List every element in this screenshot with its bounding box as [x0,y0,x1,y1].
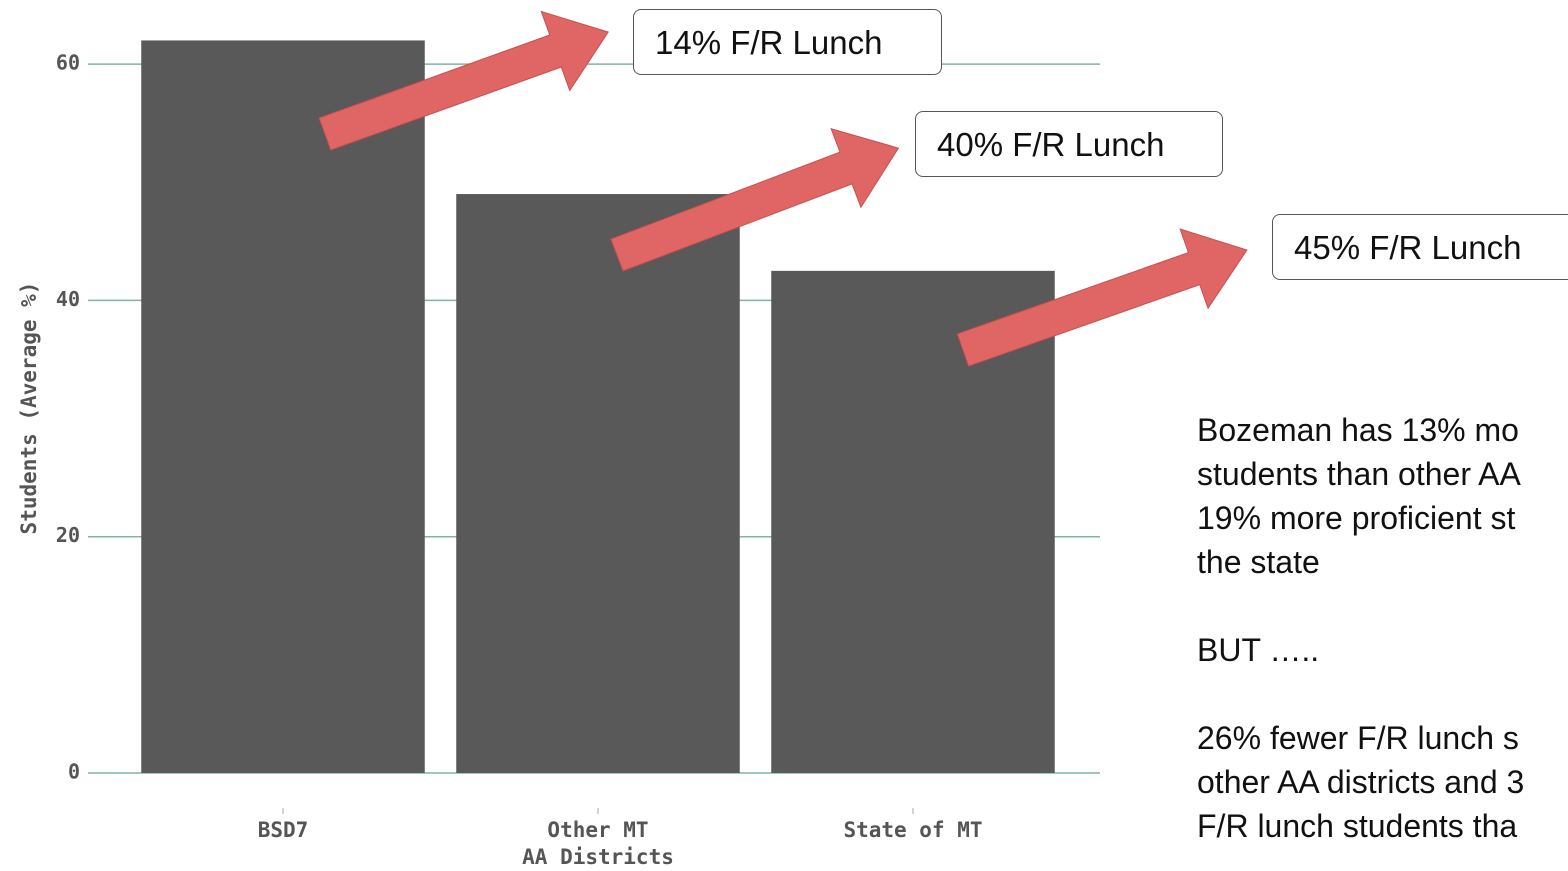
y-tick-label: 40 [56,287,80,311]
note-line: BUT ….. [1197,632,1320,668]
annotation-box: 40% F/R Lunch [915,111,1223,177]
y-tick-label: 20 [56,523,80,547]
note-line: 19% more proficient st [1197,500,1516,536]
note-text: Bozeman has 13% mo students than other AA… [1197,408,1568,871]
bar [141,40,425,773]
note-line: Bozeman has 13% mo [1197,412,1519,448]
note-line: F/R lunch students tha [1197,808,1518,844]
y-tick-label: 0 [68,760,80,784]
annotation-box: 45% F/R Lunch [1272,214,1568,280]
arrow [610,127,900,272]
note-paragraph: BUT ….. [1197,628,1568,672]
y-axis-label: Students (Average %) [17,282,41,535]
x-tick-label: State of MT [843,818,983,842]
note-line: 26% fewer F/R lunch s [1197,720,1519,756]
note-paragraph: 26% fewer F/R lunch s other AA districts … [1197,716,1568,848]
y-tick-label: 60 [56,51,80,75]
annotation-box: 14% F/R Lunch [633,9,942,75]
x-tick-label: Other MT AA Districts [522,818,674,869]
bar [771,270,1055,773]
note-line: students than other AA [1197,456,1521,492]
arrow [956,228,1248,367]
note-line: other AA districts and 3 [1197,764,1525,800]
arrow [318,10,609,151]
note-paragraph: Bozeman has 13% mo students than other AA… [1197,408,1568,584]
x-tick-label: BSD7 [257,818,309,842]
note-line: the state [1197,544,1320,580]
arrows [318,10,1248,367]
bar [456,194,740,774]
